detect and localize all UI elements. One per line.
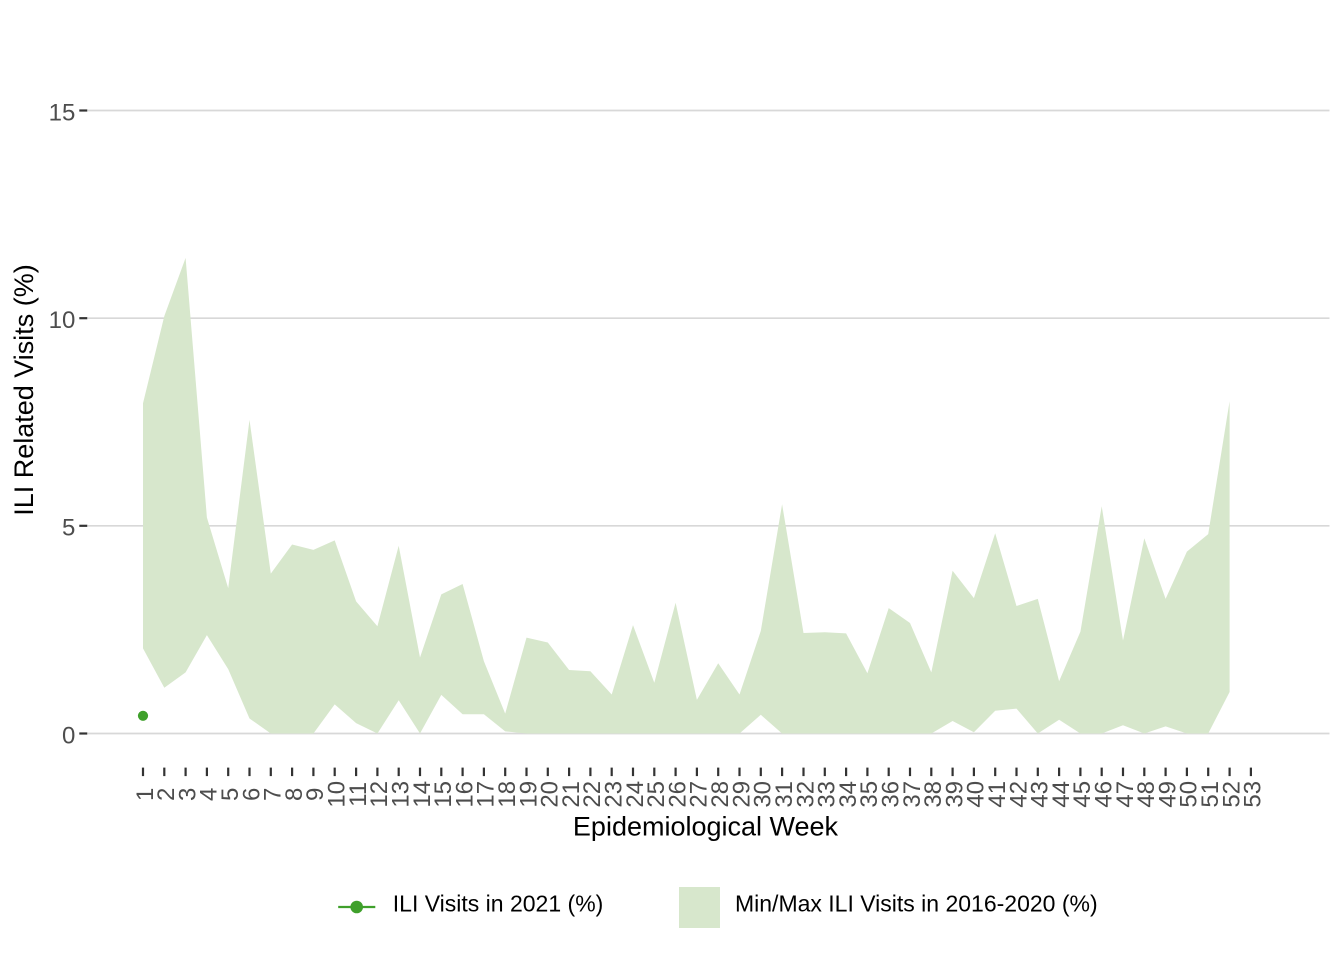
svg-text:31: 31 <box>771 781 798 808</box>
svg-text:29: 29 <box>728 781 755 808</box>
svg-text:52: 52 <box>1218 781 1245 808</box>
svg-text:23: 23 <box>601 781 628 808</box>
svg-text:0: 0 <box>62 722 75 749</box>
svg-text:12: 12 <box>366 781 393 808</box>
svg-text:33: 33 <box>814 781 841 808</box>
svg-text:47: 47 <box>1112 781 1139 808</box>
svg-text:10: 10 <box>49 307 76 334</box>
svg-text:34: 34 <box>835 781 862 808</box>
svg-text:42: 42 <box>1005 781 1032 808</box>
svg-text:1: 1 <box>132 788 159 801</box>
svg-text:16: 16 <box>451 781 478 808</box>
svg-text:6: 6 <box>238 788 265 801</box>
svg-text:21: 21 <box>558 781 585 808</box>
svg-text:36: 36 <box>878 781 905 808</box>
svg-text:41: 41 <box>984 781 1011 808</box>
svg-text:48: 48 <box>1133 781 1160 808</box>
svg-text:15: 15 <box>49 99 76 126</box>
svg-text:15: 15 <box>430 781 457 808</box>
svg-text:9: 9 <box>302 788 329 801</box>
svg-text:14: 14 <box>409 781 436 808</box>
svg-text:20: 20 <box>537 781 564 808</box>
svg-text:13: 13 <box>388 781 415 808</box>
svg-text:43: 43 <box>1027 781 1054 808</box>
svg-text:26: 26 <box>664 781 691 808</box>
svg-text:27: 27 <box>686 781 713 808</box>
svg-text:37: 37 <box>899 781 926 808</box>
svg-text:19: 19 <box>515 781 542 808</box>
svg-text:39: 39 <box>941 781 968 808</box>
svg-text:17: 17 <box>473 781 500 808</box>
svg-text:ILI Related Visits (%): ILI Related Visits (%) <box>9 264 39 516</box>
svg-text:53: 53 <box>1240 781 1267 808</box>
svg-text:25: 25 <box>643 781 670 808</box>
svg-text:Min/Max ILI Visits in 2016-202: Min/Max ILI Visits in 2016-2020 (%) <box>735 891 1098 917</box>
svg-text:5: 5 <box>217 788 244 801</box>
svg-text:24: 24 <box>622 781 649 808</box>
svg-text:Epidemiological Week: Epidemiological Week <box>573 812 839 842</box>
svg-text:49: 49 <box>1154 781 1181 808</box>
svg-text:10: 10 <box>324 781 351 808</box>
svg-text:5: 5 <box>62 515 75 542</box>
svg-text:22: 22 <box>579 781 606 808</box>
svg-text:44: 44 <box>1048 781 1075 808</box>
svg-text:32: 32 <box>792 781 819 808</box>
svg-text:2: 2 <box>153 788 180 801</box>
svg-text:18: 18 <box>494 781 521 808</box>
svg-text:38: 38 <box>920 781 947 808</box>
svg-text:45: 45 <box>1069 781 1096 808</box>
svg-text:40: 40 <box>963 781 990 808</box>
svg-text:46: 46 <box>1091 781 1118 808</box>
svg-text:7: 7 <box>260 788 287 801</box>
svg-text:11: 11 <box>345 782 372 807</box>
svg-text:30: 30 <box>750 781 777 808</box>
svg-text:ILI Visits in 2021 (%): ILI Visits in 2021 (%) <box>393 891 604 917</box>
svg-text:50: 50 <box>1176 781 1203 808</box>
svg-text:51: 51 <box>1197 781 1224 808</box>
svg-text:28: 28 <box>707 781 734 808</box>
svg-text:3: 3 <box>174 788 201 801</box>
svg-text:4: 4 <box>196 788 223 801</box>
svg-text:35: 35 <box>856 781 883 808</box>
svg-text:8: 8 <box>281 788 308 801</box>
